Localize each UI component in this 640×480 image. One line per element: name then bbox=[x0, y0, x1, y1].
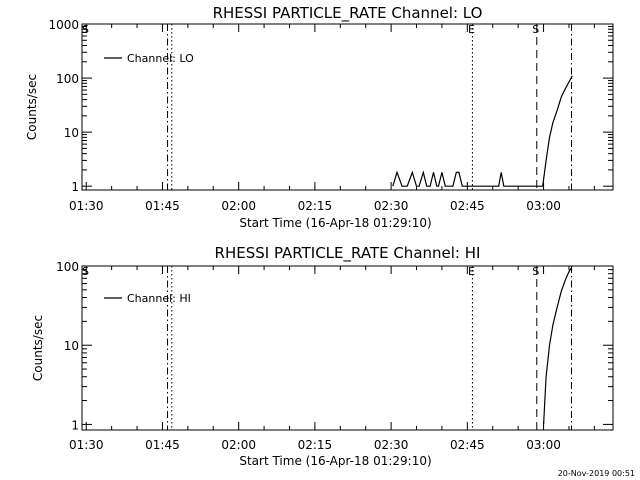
panel1-series-line bbox=[392, 75, 573, 187]
panel1-xlabel: Start Time (16-Apr-18 01:29:10) bbox=[239, 216, 431, 230]
panel1-xtick-label: 01:45 bbox=[145, 199, 180, 213]
panel1-ytick-label: 1000 bbox=[48, 18, 79, 32]
panel1-ytick-label: 1 bbox=[71, 180, 79, 194]
panel2-ytick-label: 10 bbox=[64, 339, 79, 353]
panel1-xtick-label: 02:15 bbox=[298, 199, 333, 213]
panel2-xtick-label: 02:45 bbox=[450, 438, 485, 452]
panel2-ylabel: Counts/sec bbox=[31, 315, 45, 381]
panel2-series-line bbox=[543, 267, 573, 425]
panel2-xtick-label: 02:00 bbox=[221, 438, 256, 452]
panel1-marker-label: S bbox=[82, 23, 89, 36]
panel1-xtick-label: 02:30 bbox=[374, 199, 409, 213]
panel1-xtick-label: 03:00 bbox=[526, 199, 561, 213]
panel2-xtick-label: 01:30 bbox=[69, 438, 104, 452]
panel2-xlabel: Start Time (16-Apr-18 01:29:10) bbox=[239, 454, 431, 468]
panel2-ytick-label: 100 bbox=[56, 260, 79, 274]
panel1-xtick-label: 02:45 bbox=[450, 199, 485, 213]
panel1-title: RHESSI PARTICLE_RATE Channel: LO bbox=[213, 4, 483, 23]
panel2-title: RHESSI PARTICLE_RATE Channel: HI bbox=[215, 244, 481, 263]
panel2-legend-label: Channel: HI bbox=[127, 292, 191, 305]
panel2-xtick-label: 02:30 bbox=[374, 438, 409, 452]
panel1-legend-label: Channel: LO bbox=[127, 52, 194, 65]
panel2-xtick-label: 03:00 bbox=[526, 438, 561, 452]
panel1-frame bbox=[81, 23, 614, 191]
panel1-xtick-label: 02:00 bbox=[221, 199, 256, 213]
panel2-frame bbox=[81, 265, 614, 431]
panel1-ytick-label: 10 bbox=[64, 126, 79, 140]
panel1-marker-label: S bbox=[532, 23, 539, 36]
panel1-xtick-label: 01:30 bbox=[69, 199, 104, 213]
panel1-marker-label: E bbox=[468, 23, 475, 36]
panel2-marker-label: E bbox=[468, 265, 475, 278]
panel2-marker-label: S bbox=[82, 265, 89, 278]
panel2-xtick-label: 01:45 bbox=[145, 438, 180, 452]
panel1-ytick-label: 100 bbox=[56, 72, 79, 86]
footer-date: 20-Nov-2019 00:51 bbox=[558, 469, 635, 478]
panel1-ylabel: Counts/sec bbox=[25, 74, 39, 140]
panel2-marker-label: S bbox=[532, 265, 539, 278]
panel2-xtick-label: 02:15 bbox=[298, 438, 333, 452]
panel2-ytick-label: 1 bbox=[71, 418, 79, 432]
